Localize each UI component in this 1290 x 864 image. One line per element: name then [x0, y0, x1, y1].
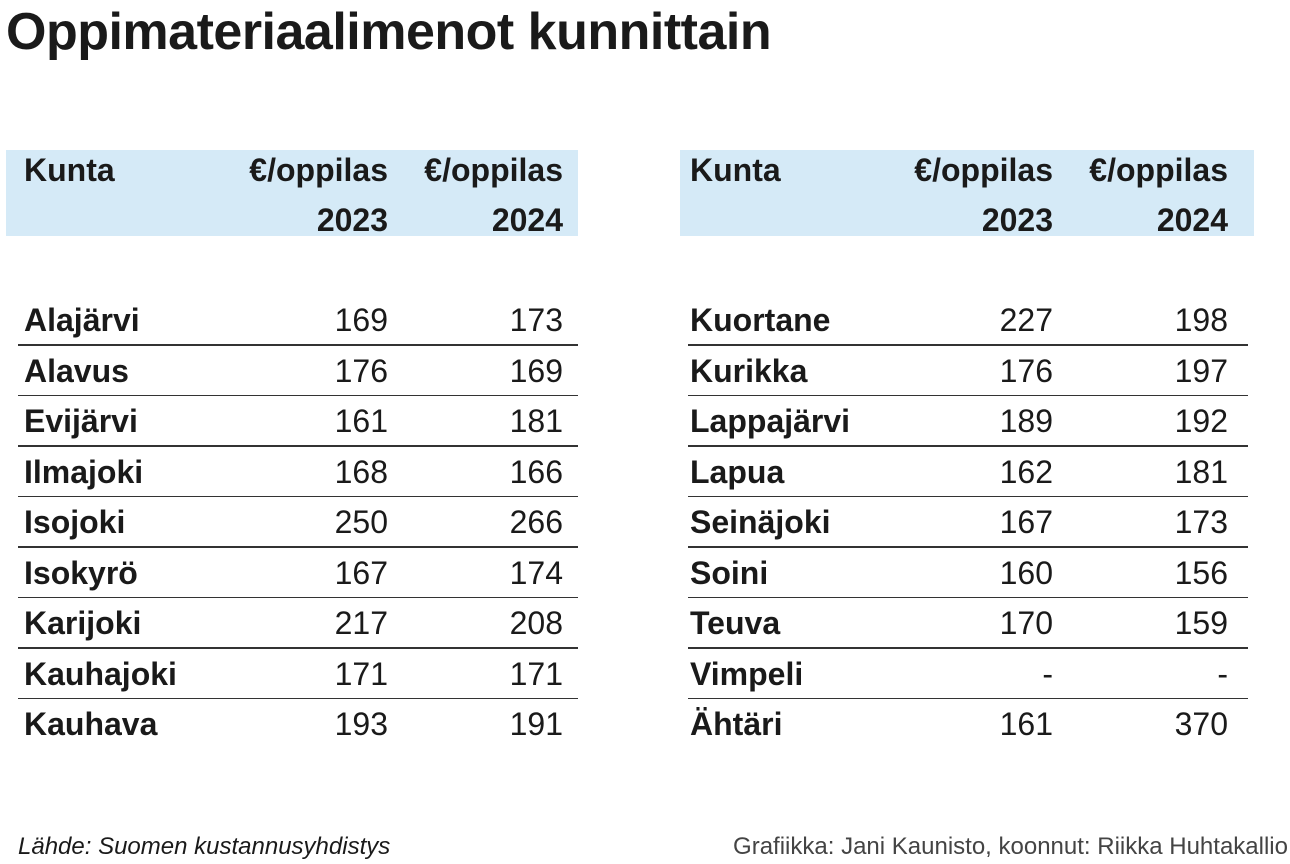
- row-value: 161: [334, 403, 388, 439]
- row-rule: [18, 445, 578, 447]
- row-value: 217: [334, 605, 388, 641]
- row-value: 181: [1174, 453, 1228, 490]
- header-cell: Kunta: [24, 152, 115, 188]
- row-value: 193: [334, 706, 388, 742]
- source: Lähde: Suomen kustannusyhdistys: [18, 833, 391, 860]
- row-value: 171: [334, 655, 388, 692]
- header-cell: 2023: [316, 202, 388, 238]
- row-value: 167: [334, 554, 388, 591]
- row-value: 176: [334, 352, 388, 389]
- row-rule: [18, 495, 578, 497]
- header-cell: €/oppilas: [914, 152, 1053, 188]
- row-value: 168: [334, 453, 388, 490]
- header-cell: €/oppilas: [1089, 152, 1228, 188]
- row-name: Ähtäri: [690, 706, 783, 742]
- header-band: [6, 150, 578, 236]
- row-value: 173: [509, 302, 563, 338]
- row-name: Kauhava: [24, 706, 158, 742]
- row-value: 227: [999, 302, 1053, 338]
- row-rule: [688, 445, 1248, 447]
- row-name: Lapua: [690, 453, 785, 490]
- row-name: Seinäjoki: [690, 504, 831, 540]
- header-cell: 2023: [981, 202, 1053, 238]
- credit: Grafiikka: Jani Kaunisto, koonnut: Riikk…: [733, 833, 1288, 860]
- row-value: 191: [509, 706, 563, 742]
- row-value: 171: [509, 655, 563, 692]
- row-rule: [18, 546, 578, 548]
- row-value: 156: [1174, 554, 1228, 591]
- header-cell: Kunta: [690, 152, 781, 188]
- row-name: Teuva: [690, 605, 781, 641]
- row-name: Alavus: [24, 352, 129, 389]
- row-rule: [18, 394, 578, 396]
- row-value: 169: [334, 302, 388, 338]
- row-value: 170: [999, 605, 1053, 641]
- row-value: -: [1217, 655, 1228, 692]
- row-name: Soini: [690, 554, 769, 591]
- row-rule: [688, 596, 1248, 598]
- row-rule: [18, 697, 578, 699]
- row-value: 160: [999, 554, 1053, 591]
- row-value: 192: [1174, 403, 1228, 439]
- row-value: 176: [999, 352, 1053, 389]
- row-value: 208: [509, 605, 563, 641]
- title: Oppimateriaalimenot kunnittain: [6, 3, 772, 61]
- row-value: 198: [1174, 302, 1228, 338]
- row-rule: [688, 697, 1248, 699]
- row-value: 189: [999, 403, 1053, 439]
- row-value: 174: [509, 554, 563, 591]
- header-cell: 2024: [491, 202, 563, 238]
- row-value: -: [1042, 655, 1053, 692]
- row-value: 169: [509, 352, 563, 389]
- row-name: Isokyrö: [24, 554, 138, 591]
- row-rule: [688, 495, 1248, 497]
- row-value: 197: [1174, 352, 1228, 389]
- row-value: 161: [999, 706, 1053, 742]
- row-name: Kurikka: [690, 352, 808, 389]
- row-value: 166: [509, 453, 563, 490]
- row-value: 162: [999, 453, 1053, 490]
- row-rule: [688, 394, 1248, 396]
- row-name: Isojoki: [24, 504, 126, 540]
- row-value: 159: [1174, 605, 1228, 641]
- row-name: Vimpeli: [690, 655, 804, 692]
- row-rule: [18, 596, 578, 598]
- row-name: Ilmajoki: [24, 453, 144, 490]
- row-rule: [688, 344, 1248, 346]
- row-name: Alajärvi: [24, 302, 140, 338]
- header-cell: €/oppilas: [424, 152, 563, 188]
- row-name: Kuortane: [690, 302, 831, 338]
- row-value: 370: [1174, 706, 1228, 742]
- row-name: Karijoki: [24, 605, 142, 641]
- row-value: 173: [1174, 504, 1228, 540]
- row-rule: [688, 647, 1248, 649]
- row-name: Lappajärvi: [690, 403, 851, 439]
- row-value: 167: [999, 504, 1053, 540]
- row-name: Kauhajoki: [24, 655, 177, 692]
- header-band: [680, 150, 1254, 236]
- row-rule: [18, 344, 578, 346]
- row-rule: [688, 546, 1248, 548]
- header-cell: 2024: [1156, 202, 1228, 238]
- row-name: Evijärvi: [24, 403, 138, 439]
- row-value: 266: [509, 504, 563, 540]
- row-rule: [18, 647, 578, 649]
- row-value: 181: [509, 403, 563, 439]
- row-value: 250: [334, 504, 388, 540]
- header-cell: €/oppilas: [249, 152, 388, 188]
